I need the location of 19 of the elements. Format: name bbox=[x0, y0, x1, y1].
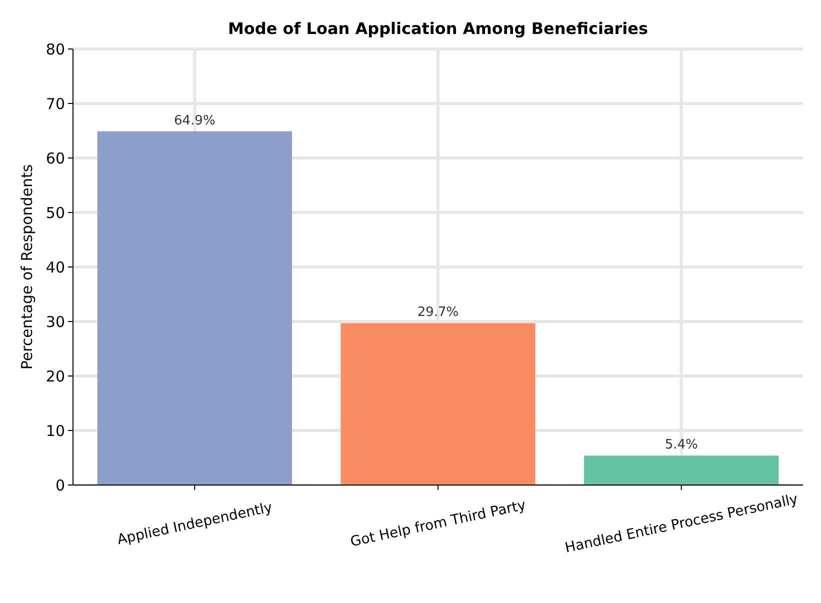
data-label: 5.4% bbox=[664, 438, 698, 453]
y-tick-label: 60 bbox=[46, 149, 65, 168]
y-tick-label: 70 bbox=[46, 94, 65, 113]
y-tick-label: 10 bbox=[46, 422, 65, 440]
y-tick-label: 50 bbox=[46, 204, 65, 222]
bar bbox=[584, 456, 779, 485]
y-tick-label: 40 bbox=[46, 258, 65, 276]
chart-title: Mode of Loan Application Among Beneficiaries bbox=[228, 19, 648, 38]
data-label: 29.7% bbox=[417, 305, 459, 320]
y-tick-label: 80 bbox=[46, 40, 65, 58]
y-tick-label: 20 bbox=[46, 367, 65, 386]
x-tick-label: Handled Entire Process Personally bbox=[564, 491, 800, 556]
y-tick-label: 30 bbox=[46, 312, 65, 331]
y-axis-title: Percentage of Respondents bbox=[18, 164, 36, 370]
x-tick-label: Got Help from Third Party bbox=[349, 497, 528, 550]
data-label: 64.9% bbox=[174, 113, 216, 128]
bar bbox=[340, 323, 536, 485]
y-tick-label: 0 bbox=[55, 476, 65, 494]
bar bbox=[97, 131, 292, 485]
